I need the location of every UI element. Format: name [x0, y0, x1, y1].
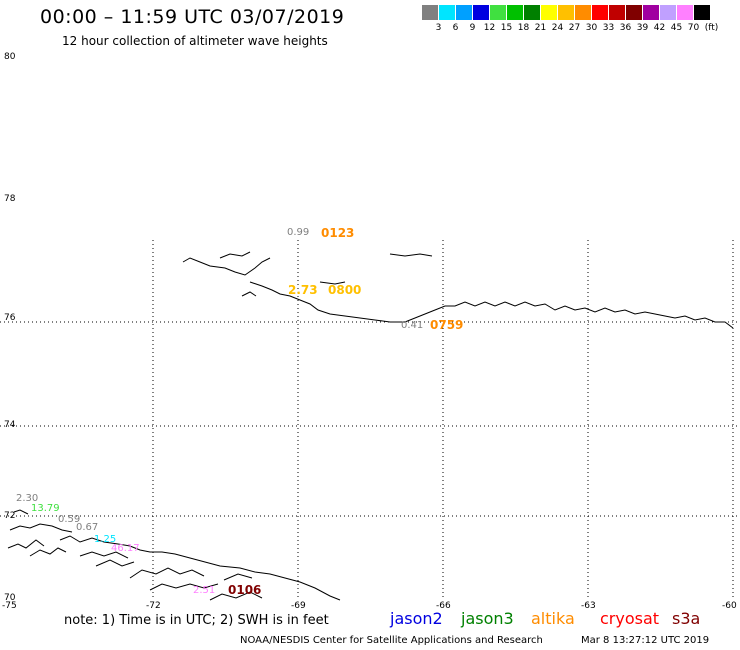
page-title: 00:00 – 11:59 UTC 03/07/2019 [40, 6, 345, 28]
credit-line: NOAA/NESDIS Center for Satellite Applica… [240, 635, 543, 646]
coastline-greenland [182, 251, 734, 329]
scale-swatch [694, 5, 711, 20]
gridlines [0, 240, 740, 600]
scale-swatch [473, 5, 490, 20]
scale-swatch [524, 5, 541, 20]
lat-label: 80 [4, 52, 16, 62]
scale-label: 70 [687, 23, 700, 33]
lat-label: 72 [4, 511, 16, 521]
scale-swatch [575, 5, 592, 20]
scale-label: 18 [517, 23, 530, 33]
lon-label: -75 [2, 601, 17, 611]
satellite-legend-altika: altika [531, 609, 575, 628]
satellite-legend-jason2: jason2 [390, 609, 443, 628]
lat-label: 70 [4, 593, 16, 603]
scale-label: 6 [452, 23, 459, 33]
units-note: note: 1) Time is in UTC; 2) SWH is in fe… [64, 613, 329, 628]
scale-swatch [507, 5, 524, 20]
scale-label: 3 [435, 23, 442, 33]
swh-value: 0.41 [401, 320, 424, 331]
scale-swatch [422, 5, 439, 20]
scale-label: 39 [636, 23, 649, 33]
lat-label: 78 [4, 194, 16, 204]
pass-time-label: 0106 [228, 583, 262, 597]
swh-value: 0.59 [58, 514, 81, 525]
scale-label: 24 [551, 23, 564, 33]
pass-time-label: 0123 [321, 226, 355, 240]
scale-swatch [541, 5, 558, 20]
pass-time-label: 0759 [430, 318, 464, 332]
scale-label: 36 [619, 23, 632, 33]
page-subtitle: 12 hour collection of altimeter wave hei… [62, 34, 328, 48]
swh-value: 0.67 [76, 522, 99, 533]
swh-value: 1.25 [94, 534, 117, 545]
swh-value: 2.73 [288, 283, 318, 297]
scale-swatch [456, 5, 473, 20]
lon-label: -66 [436, 601, 451, 611]
scale-swatch [626, 5, 643, 20]
scale-unit: (ft) [704, 23, 719, 33]
scale-swatch [609, 5, 626, 20]
lat-label: 76 [4, 313, 16, 323]
satellite-legend-s3a: s3a [672, 609, 701, 628]
scale-label: 9 [469, 23, 476, 33]
scale-label: 45 [670, 23, 683, 33]
satellite-legend-cryosat: cryosat [600, 609, 660, 628]
scale-label: 33 [602, 23, 615, 33]
scale-label: 30 [585, 23, 598, 33]
scale-label: 12 [483, 23, 496, 33]
scale-swatch [677, 5, 694, 20]
pass-time-label: 0800 [328, 283, 362, 297]
swh-value: 13.79 [31, 503, 60, 514]
scale-label: 42 [653, 23, 666, 33]
satellite-legend-jason3: jason3 [461, 609, 514, 628]
scale-swatch [660, 5, 677, 20]
lon-label: -63 [581, 601, 596, 611]
lon-label: -60 [722, 601, 737, 611]
scale-label: 15 [500, 23, 513, 33]
scale-swatch [643, 5, 660, 20]
swh-value: 2.51 [193, 585, 216, 596]
generated-timestamp: Mar 8 13:27:12 UTC 2019 [581, 635, 710, 646]
scale-swatch [490, 5, 507, 20]
swh-value: 46.17 [111, 543, 140, 554]
scale-swatch [558, 5, 575, 20]
scale-swatch [592, 5, 609, 20]
scale-label: 21 [534, 23, 547, 33]
swh-value: 2.30 [16, 493, 39, 504]
lon-label: -69 [291, 601, 306, 611]
swh-value: 0.99 [287, 227, 310, 238]
scale-swatch [439, 5, 456, 20]
lon-label: -72 [146, 601, 161, 611]
scale-label: 27 [568, 23, 581, 33]
coastline-baffin [7, 509, 341, 601]
lat-label: 74 [4, 420, 16, 430]
